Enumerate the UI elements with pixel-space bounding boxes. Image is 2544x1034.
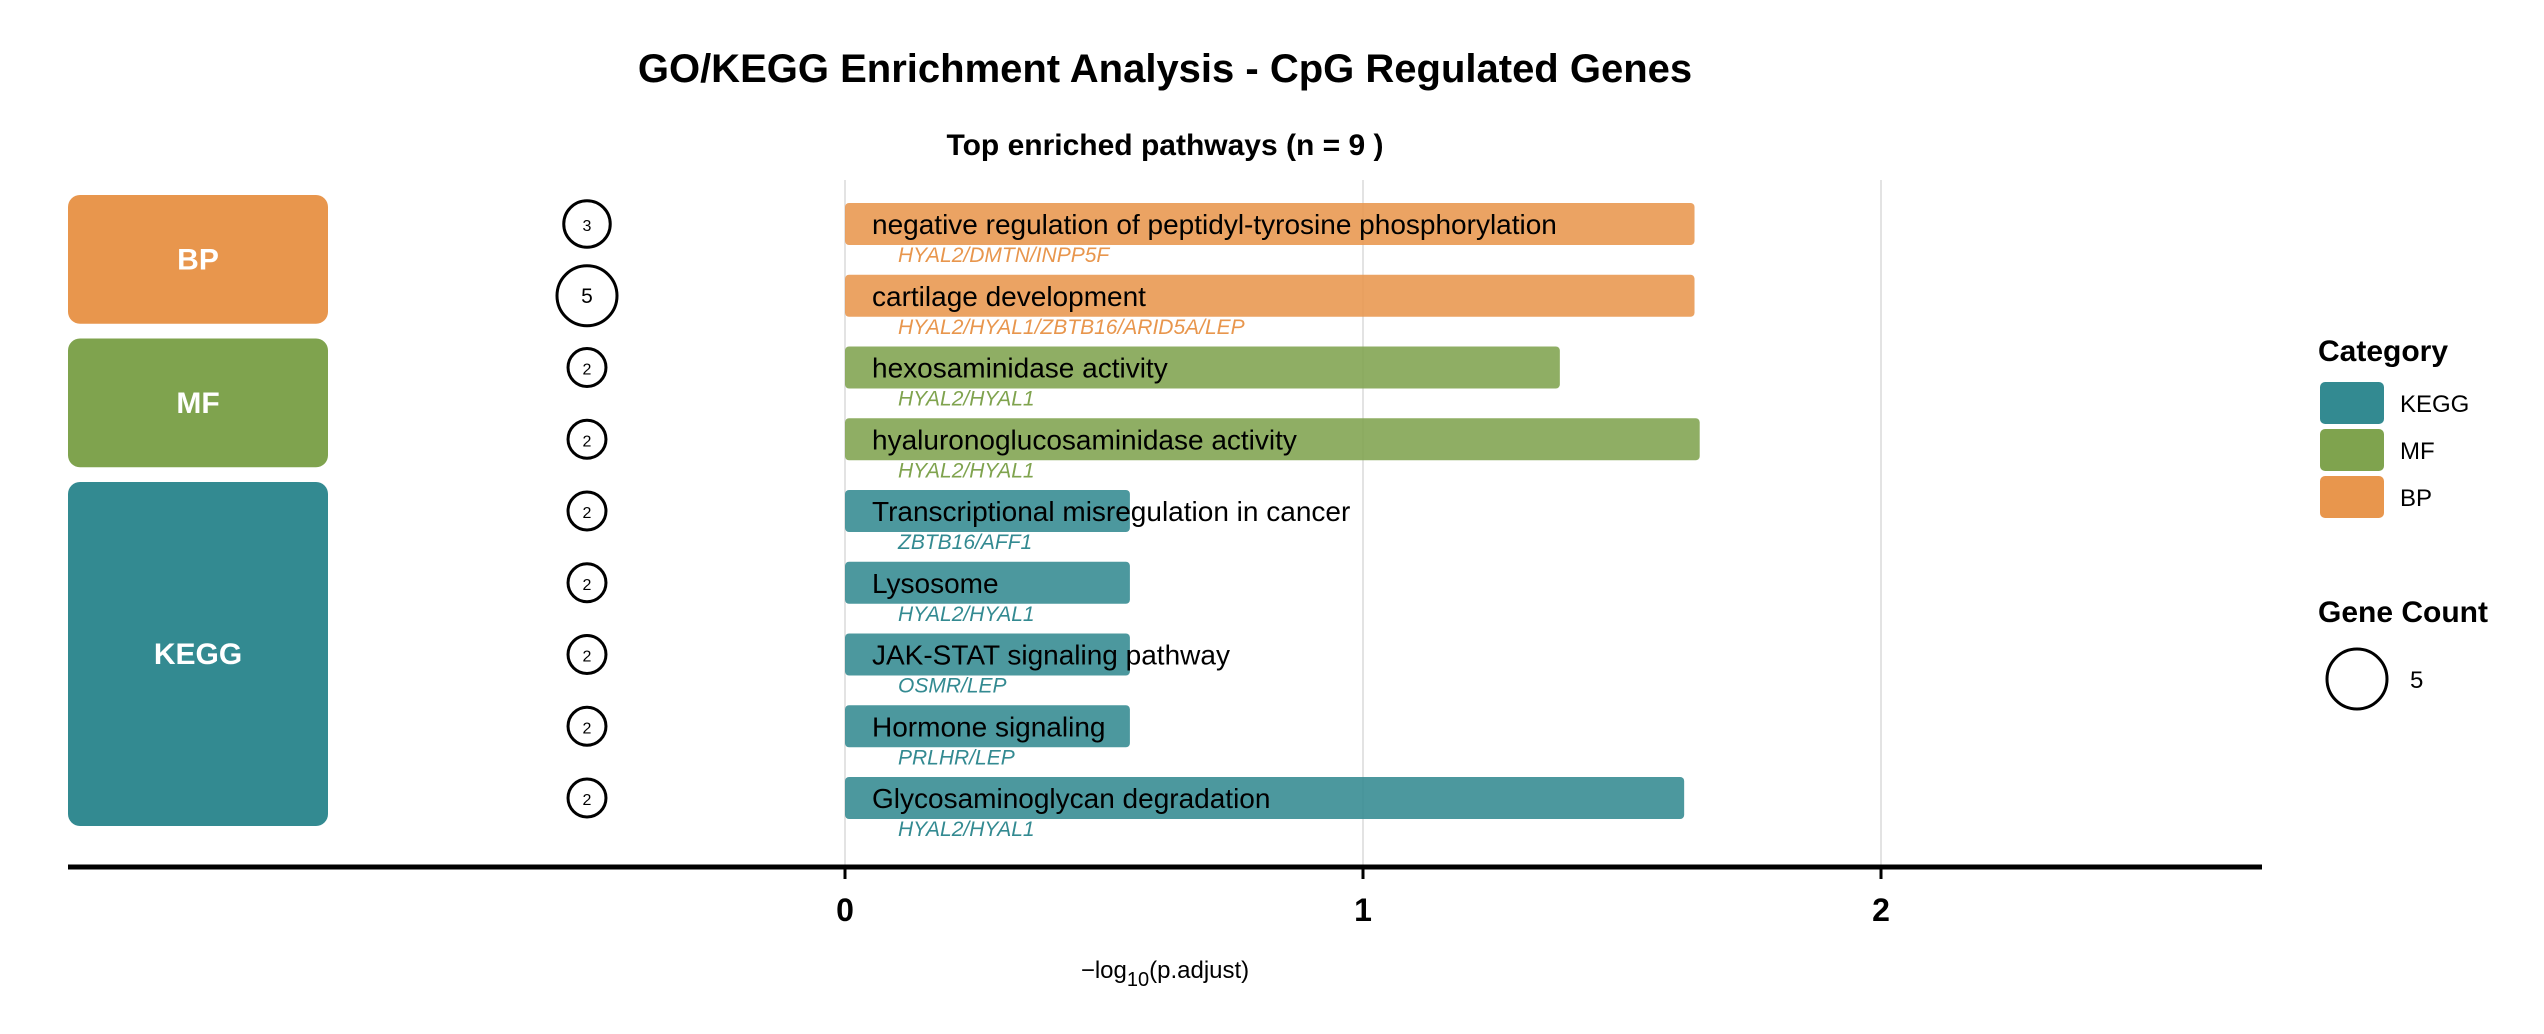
legend: Category KEGG MF BP Gene Count 5 (2318, 335, 2488, 711)
x-axis-label: −log10(p.adjust) (1081, 957, 1249, 991)
gene-label-4: ZBTB16/AFF1 (897, 531, 1032, 554)
x-axis-label-prefix: −log (1081, 957, 1127, 984)
bar-label-3: hyaluronoglucosaminidase activity (872, 424, 1297, 455)
count-circle-8 (566, 777, 608, 819)
gene-label-0: HYAL2/DMTN/INPP5F (898, 244, 1110, 267)
chart-title: GO/KEGG Enrichment Analysis - CpG Regula… (638, 47, 1692, 91)
category-label-mf: MF (176, 387, 219, 420)
legend-count-label-5: 5 (2410, 667, 2423, 694)
legend-category-title: Category (2318, 335, 2448, 368)
bar-label-7: Hormone signaling (872, 711, 1105, 742)
bar-label-0: negative regulation of peptidyl-tyrosine… (872, 209, 1557, 240)
count-circle-4 (566, 490, 608, 532)
category-label-kegg: KEGG (154, 638, 242, 671)
legend-label-bp: BP (2400, 485, 2432, 512)
legend-count-title: Gene Count (2318, 596, 2488, 629)
bar-label-1: cartilage development (872, 281, 1146, 312)
count-value-0: 3 (583, 218, 592, 235)
category-label-bp: BP (177, 243, 219, 276)
legend-swatch-mf (2320, 429, 2384, 471)
count-circle-2 (566, 347, 608, 388)
bar-label-4: Transcriptional misregulation in cancer (872, 496, 1350, 527)
bar-label-8: Glycosaminoglycan degradation (872, 783, 1270, 814)
legend-label-kegg: KEGG (2400, 391, 2469, 418)
x-axis-label-subscript: 10 (1127, 969, 1149, 991)
count-circle-7 (566, 705, 608, 747)
count-value-3: 2 (583, 433, 592, 450)
gene-label-7: PRLHR/LEP (898, 746, 1015, 769)
count-circle-3 (566, 418, 608, 460)
count-value-2: 2 (583, 362, 592, 379)
x-axis-label-suffix: (p.adjust) (1149, 957, 1249, 984)
gene-label-1: HYAL2/HYAL1/ZBTB16/ARID5A/LEP (898, 316, 1245, 339)
bar-7 (845, 705, 1130, 748)
count-value-4: 2 (583, 505, 592, 522)
legend-swatch-kegg (2320, 382, 2384, 424)
gene-label-2: HYAL2/HYAL1 (898, 388, 1035, 411)
category-box-mf (68, 338, 328, 468)
chart-subtitle: Top enriched pathways (n = 9 ) (946, 129, 1383, 162)
count-value-6: 2 (583, 649, 592, 666)
count-circle-0 (562, 199, 612, 249)
bar-2 (845, 346, 1560, 389)
bar-0 (845, 203, 1695, 245)
bar-label-6: JAK-STAT signaling pathway (872, 640, 1230, 671)
category-box-kegg (68, 482, 328, 826)
count-value-8: 2 (583, 792, 592, 809)
legend-swatch-bp (2320, 476, 2384, 518)
count-circle-6 (566, 634, 608, 675)
gene-label-8: HYAL2/HYAL1 (898, 818, 1035, 841)
bar-3 (845, 418, 1700, 461)
gene-count-column: 3 5 2 2 2 2 2 2 2 (555, 199, 619, 819)
legend-label-mf: MF (2400, 438, 2435, 465)
category-panel: BP MF KEGG (68, 195, 328, 826)
x-tick-label-0: 0 (836, 892, 854, 928)
gene-label-5: HYAL2/HYAL1 (898, 603, 1035, 626)
category-box-bp (68, 195, 328, 324)
count-value-5: 2 (583, 577, 592, 594)
gene-label-3: HYAL2/HYAL1 (898, 459, 1035, 482)
bar-1 (845, 274, 1695, 317)
count-circle-5 (566, 562, 608, 604)
bar-8 (845, 777, 1685, 819)
bars: negative regulation of peptidyl-tyrosine… (845, 203, 1700, 841)
count-value-7: 2 (583, 720, 592, 737)
bar-label-2: hexosaminidase activity (872, 353, 1168, 384)
bar-4 (845, 490, 1130, 532)
bar-label-5: Lysosome (872, 568, 999, 599)
x-tick-label-1: 1 (1354, 892, 1372, 928)
count-circle-1 (555, 264, 619, 328)
x-axis: 0 1 2 (68, 864, 2262, 928)
bar-6 (845, 633, 1130, 676)
legend-count-circle-5 (2325, 647, 2389, 711)
count-value-1: 5 (581, 285, 593, 308)
gene-label-6: OSMR/LEP (898, 675, 1007, 698)
bar-5 (845, 561, 1130, 604)
x-tick-label-2: 2 (1872, 892, 1890, 928)
